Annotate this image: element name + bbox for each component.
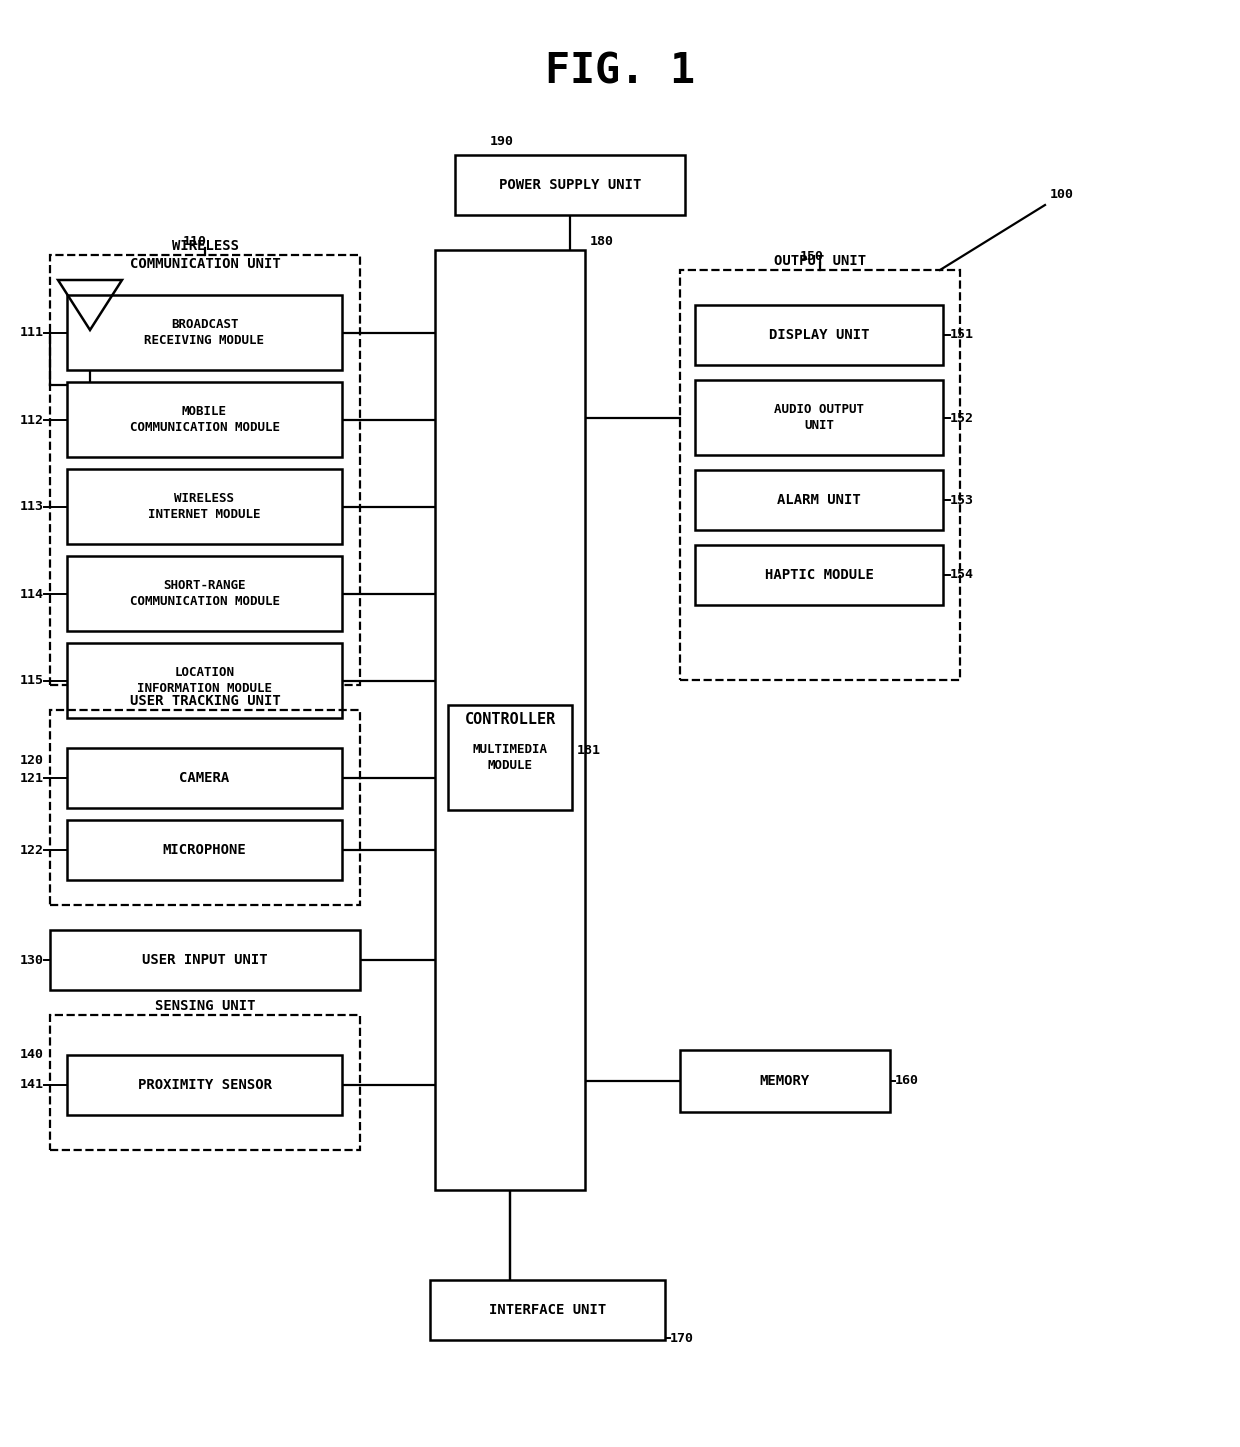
Text: POWER SUPPLY UNIT: POWER SUPPLY UNIT (498, 178, 641, 192)
Bar (67, 556, 342, 631)
Text: 180: 180 (590, 234, 614, 247)
Bar (50, 1014, 360, 1150)
Text: 122: 122 (20, 844, 43, 857)
Text: 100: 100 (1050, 188, 1074, 201)
Bar (50, 930, 360, 990)
Text: CONTROLLER: CONTROLLER (464, 712, 556, 728)
Bar (50, 710, 360, 904)
Bar (67, 820, 342, 880)
Text: FIG. 1: FIG. 1 (546, 51, 694, 93)
Bar (680, 271, 960, 680)
Text: 170: 170 (670, 1331, 694, 1344)
Text: 115: 115 (20, 674, 43, 687)
Text: OUTPUT UNIT: OUTPUT UNIT (774, 255, 866, 268)
Text: USER INPUT UNIT: USER INPUT UNIT (143, 954, 268, 967)
Text: MOBILE
COMMUNICATION MODULE: MOBILE COMMUNICATION MODULE (129, 405, 279, 434)
Text: ALARM UNIT: ALARM UNIT (777, 493, 861, 506)
Bar (694, 546, 942, 605)
Bar (67, 469, 342, 544)
Text: 151: 151 (950, 328, 973, 341)
Bar (67, 642, 342, 718)
Text: 112: 112 (20, 414, 43, 427)
Text: 113: 113 (20, 501, 43, 514)
Text: MEMORY: MEMORY (760, 1074, 810, 1088)
Text: 181: 181 (577, 744, 601, 757)
Text: MULTIMEDIA
MODULE: MULTIMEDIA MODULE (472, 742, 548, 773)
Text: 130: 130 (20, 954, 43, 967)
Bar (448, 705, 572, 810)
Text: 153: 153 (950, 493, 973, 506)
Bar (67, 382, 342, 457)
Bar (435, 250, 585, 1189)
Text: WIRELESS
COMMUNICATION UNIT: WIRELESS COMMUNICATION UNIT (130, 239, 280, 271)
Text: INTERFACE UNIT: INTERFACE UNIT (489, 1302, 606, 1317)
Text: AUDIO OUTPUT
UNIT: AUDIO OUTPUT UNIT (774, 402, 864, 433)
Text: WIRELESS
INTERNET MODULE: WIRELESS INTERNET MODULE (149, 492, 260, 521)
Text: 150: 150 (800, 250, 825, 263)
Text: 154: 154 (950, 569, 973, 582)
Text: SHORT-RANGE
COMMUNICATION MODULE: SHORT-RANGE COMMUNICATION MODULE (129, 579, 279, 608)
Bar (430, 1281, 665, 1340)
Bar (694, 381, 942, 454)
Text: 120: 120 (20, 754, 43, 767)
Text: PROXIMITY SENSOR: PROXIMITY SENSOR (138, 1078, 272, 1092)
Bar (455, 155, 684, 216)
Text: 160: 160 (895, 1075, 919, 1088)
Bar (67, 748, 342, 807)
Bar (67, 1055, 342, 1116)
Text: 111: 111 (20, 327, 43, 340)
Text: 110: 110 (184, 234, 207, 247)
Text: CAMERA: CAMERA (180, 771, 229, 786)
Text: 114: 114 (20, 587, 43, 601)
Text: LOCATION
INFORMATION MODULE: LOCATION INFORMATION MODULE (136, 666, 272, 695)
Text: HAPTIC MODULE: HAPTIC MODULE (765, 569, 873, 582)
Text: 152: 152 (950, 411, 973, 424)
Text: BROADCAST
RECEIVING MODULE: BROADCAST RECEIVING MODULE (145, 318, 264, 347)
Text: 121: 121 (20, 771, 43, 784)
Text: MICROPHONE: MICROPHONE (162, 844, 247, 857)
Text: 141: 141 (20, 1078, 43, 1091)
Bar (50, 255, 360, 684)
Text: 140: 140 (20, 1049, 43, 1062)
Bar (694, 470, 942, 530)
Text: USER TRACKING UNIT: USER TRACKING UNIT (130, 695, 280, 708)
Text: 190: 190 (490, 135, 515, 148)
Bar (694, 305, 942, 365)
Text: DISPLAY UNIT: DISPLAY UNIT (769, 328, 869, 341)
Text: SENSING UNIT: SENSING UNIT (155, 998, 255, 1013)
Bar (67, 295, 342, 370)
Bar (680, 1051, 890, 1111)
